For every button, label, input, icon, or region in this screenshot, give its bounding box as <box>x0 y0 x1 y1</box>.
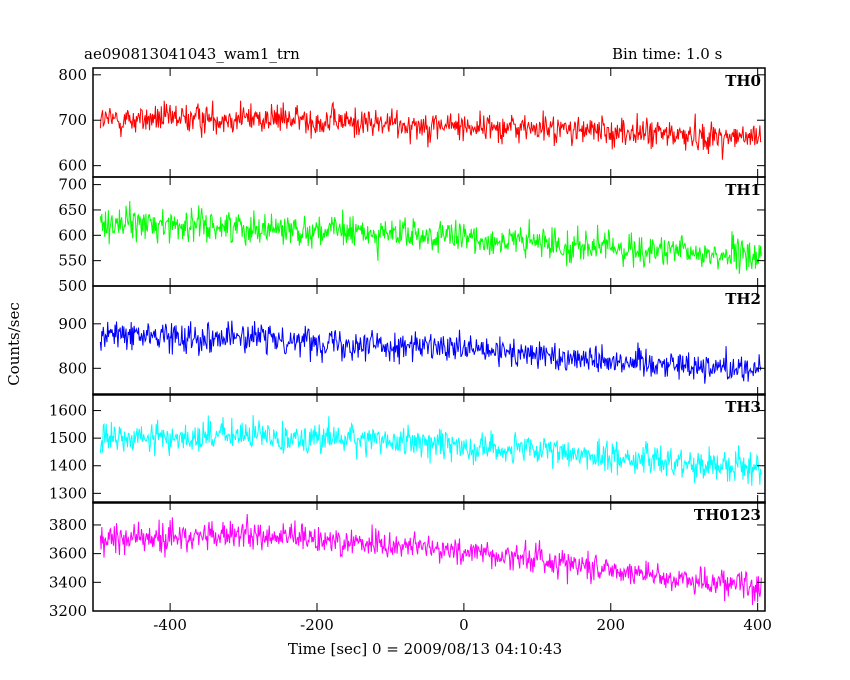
panel-frame <box>92 67 766 178</box>
series-line-th2 <box>99 320 762 384</box>
y-tick-label: 900 <box>58 315 87 333</box>
series-line-th0 <box>99 100 762 160</box>
y-tick-label: 1300 <box>49 484 87 502</box>
y-tick-label: 1400 <box>49 457 87 475</box>
series-line-th1 <box>99 201 762 274</box>
y-tick-label: 800 <box>58 66 87 84</box>
y-tick-label: 550 <box>58 252 87 270</box>
panel-label-th1: TH1 <box>725 181 761 199</box>
series-line-th3 <box>99 415 762 486</box>
y-tick-label: 600 <box>58 157 87 175</box>
x-tick-label: 400 <box>743 616 772 634</box>
panel-frame <box>92 501 766 612</box>
y-tick-label: 800 <box>58 359 87 377</box>
panel-label-th3: TH3 <box>725 398 761 416</box>
panel-frame <box>92 285 766 396</box>
panel-label-th0123: TH0123 <box>694 506 761 524</box>
y-tick-label: 1500 <box>49 429 87 447</box>
y-tick-label: 650 <box>58 201 87 219</box>
y-tick-label: 500 <box>58 277 87 295</box>
y-tick-label: 3400 <box>49 573 87 591</box>
panel-frame <box>92 393 766 504</box>
y-tick-label: 3800 <box>49 516 87 534</box>
bin-time-label: Bin time: 1.0 s <box>612 45 723 63</box>
y-tick-label: 1600 <box>49 402 87 420</box>
x-axis-label: Time [sec] 0 = 2009/08/13 04:10:43 <box>287 640 563 658</box>
x-tick-label: -400 <box>153 616 187 634</box>
series-line-th0123 <box>99 513 762 605</box>
y-tick-label: 600 <box>58 226 87 244</box>
x-tick-label: 0 <box>459 616 469 634</box>
panel-label-th2: TH2 <box>725 290 761 308</box>
y-tick-label: 3600 <box>49 545 87 563</box>
x-tick-label: 200 <box>596 616 625 634</box>
panel-label-th0: TH0 <box>725 72 761 90</box>
x-tick-label: -200 <box>300 616 334 634</box>
y-tick-label: 700 <box>58 111 87 129</box>
y-tick-label: 700 <box>58 176 87 194</box>
y-tick-label: 3200 <box>49 602 87 620</box>
chart-title: ae090813041043_wam1_trn <box>84 45 300 63</box>
